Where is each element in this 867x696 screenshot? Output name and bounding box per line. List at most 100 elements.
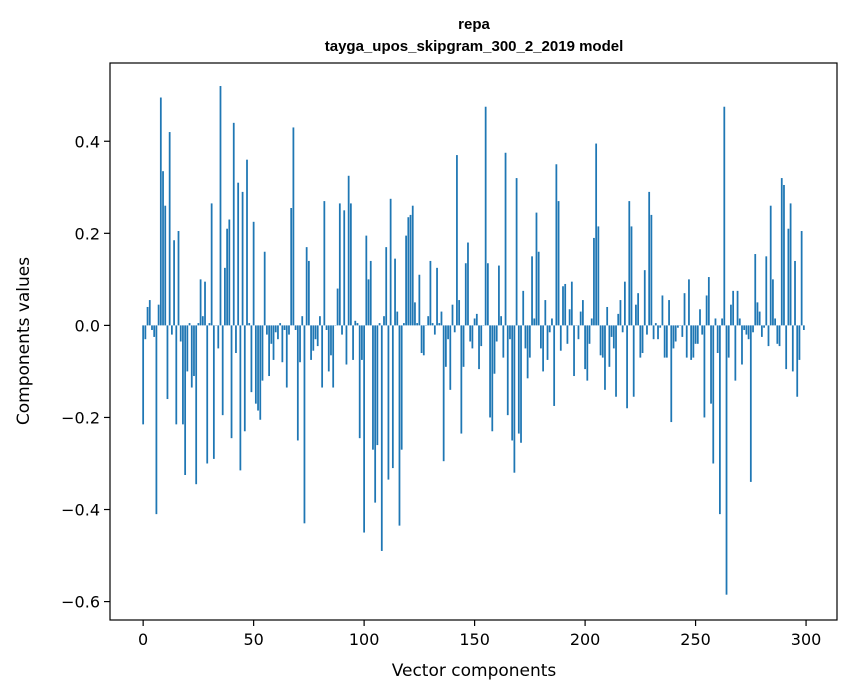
bar xyxy=(754,254,757,326)
bar xyxy=(356,323,359,326)
bar xyxy=(440,311,443,326)
bar xyxy=(681,325,684,337)
bar xyxy=(219,86,222,326)
bar xyxy=(314,325,317,340)
bar xyxy=(719,325,721,515)
bar xyxy=(396,311,399,326)
bar xyxy=(668,300,670,326)
bar xyxy=(763,325,765,328)
bar xyxy=(146,306,149,326)
bar xyxy=(643,270,646,326)
bar xyxy=(688,279,690,326)
bar xyxy=(531,256,533,326)
bar xyxy=(707,277,710,326)
x-tick-label: 50 xyxy=(243,630,263,649)
bar xyxy=(182,325,184,425)
bar xyxy=(376,325,379,446)
bar xyxy=(195,325,198,485)
bar xyxy=(429,260,432,326)
bar xyxy=(577,325,580,340)
bar xyxy=(513,325,516,473)
bar xyxy=(502,325,505,358)
bar xyxy=(427,316,430,326)
bar xyxy=(224,267,226,326)
bar xyxy=(710,325,712,404)
bar xyxy=(778,325,781,347)
bar xyxy=(307,260,310,326)
bar xyxy=(239,325,242,471)
bar xyxy=(745,325,748,335)
bar xyxy=(564,283,567,326)
bar xyxy=(785,325,788,370)
bar xyxy=(199,279,202,326)
bar xyxy=(559,325,562,351)
bar xyxy=(595,143,598,326)
bar xyxy=(407,217,410,326)
bar xyxy=(422,325,425,356)
bar xyxy=(621,325,624,333)
bar xyxy=(354,320,357,326)
bar xyxy=(654,323,657,326)
bar xyxy=(173,240,175,326)
bar xyxy=(312,325,315,351)
bar xyxy=(480,325,483,347)
bar xyxy=(228,219,231,326)
bar xyxy=(168,132,171,326)
bar xyxy=(568,309,571,326)
y-tick-label: −0.4 xyxy=(61,501,100,520)
bar xyxy=(486,263,489,326)
bar xyxy=(526,325,529,379)
bar xyxy=(142,325,145,425)
bar xyxy=(515,178,518,326)
bar xyxy=(582,300,584,326)
bar xyxy=(626,325,628,409)
bar xyxy=(794,260,796,326)
bar xyxy=(272,325,275,360)
bar xyxy=(789,203,792,326)
bar xyxy=(365,235,368,326)
bar xyxy=(285,325,288,388)
bar xyxy=(188,323,191,326)
bar xyxy=(723,106,726,326)
bar xyxy=(712,325,715,464)
bar xyxy=(201,316,204,326)
bar xyxy=(208,323,211,326)
bar xyxy=(394,258,396,326)
bar xyxy=(540,325,542,349)
bar xyxy=(641,325,644,354)
bar xyxy=(683,293,686,326)
bar xyxy=(343,210,346,326)
bar xyxy=(166,325,169,400)
y-tick-label: −0.6 xyxy=(61,593,100,612)
bar xyxy=(380,325,383,551)
bar xyxy=(504,152,507,326)
bar xyxy=(732,290,735,326)
bar xyxy=(506,325,509,416)
bar xyxy=(590,318,593,326)
bar xyxy=(520,325,522,443)
bar xyxy=(573,325,575,377)
bar xyxy=(243,325,246,432)
bar xyxy=(471,325,474,349)
bar xyxy=(310,325,312,360)
bar xyxy=(791,325,794,372)
bar xyxy=(677,325,679,328)
bar xyxy=(800,231,803,326)
bar xyxy=(464,263,467,326)
bar xyxy=(593,237,595,326)
bar xyxy=(319,316,321,326)
bar xyxy=(369,260,372,326)
bar xyxy=(756,302,759,326)
bar xyxy=(190,325,193,388)
bar xyxy=(562,286,564,326)
x-axis-ticks: 0 50 100 150 200 250 300 xyxy=(138,620,821,649)
bar xyxy=(398,325,401,526)
bar xyxy=(500,316,503,326)
bar xyxy=(796,325,799,397)
bar xyxy=(254,325,257,404)
bar xyxy=(491,325,494,432)
bars-group xyxy=(142,86,805,595)
bar xyxy=(765,256,768,326)
bar xyxy=(385,247,388,326)
bar xyxy=(153,325,156,337)
